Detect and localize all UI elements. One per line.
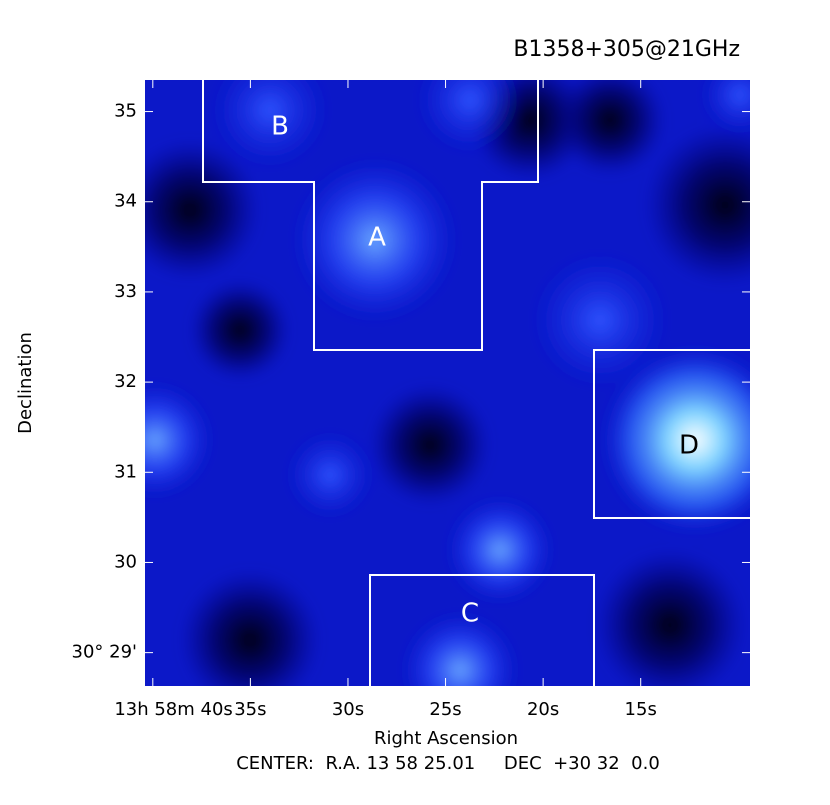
x-tick-label: 25s bbox=[429, 699, 461, 720]
y-axis-label: Declination bbox=[15, 332, 36, 434]
chart-title: B1358+305@21GHz bbox=[513, 37, 740, 62]
y-tick-label: 30 bbox=[114, 551, 137, 572]
x-tick-label: 20s bbox=[527, 699, 559, 720]
x-tick-label: 13h 58m 40s bbox=[114, 699, 232, 720]
y-tick-label: 32 bbox=[114, 371, 137, 392]
footer: CENTER: R.A. 13 58 25.01 DEC +30 32 0.0 bbox=[236, 753, 660, 774]
y-tick-label: 34 bbox=[114, 191, 137, 212]
region-box bbox=[593, 349, 750, 519]
x-axis-label: Right Ascension bbox=[374, 728, 518, 749]
region-label: B bbox=[271, 112, 289, 142]
region-label: A bbox=[368, 223, 386, 253]
radio-map bbox=[145, 80, 750, 686]
y-tick-label: 31 bbox=[114, 461, 137, 482]
y-tick-label: 35 bbox=[114, 101, 137, 122]
y-tick-label: 33 bbox=[114, 281, 137, 302]
region-box bbox=[369, 574, 595, 686]
x-tick-label: 35s bbox=[234, 699, 266, 720]
region-box bbox=[202, 80, 539, 351]
x-tick-label: 30s bbox=[332, 699, 364, 720]
region-label: C bbox=[461, 599, 479, 629]
y-tick-label: 30° 29' bbox=[72, 642, 137, 663]
x-tick-label: 15s bbox=[625, 699, 657, 720]
region-label: D bbox=[679, 431, 699, 461]
